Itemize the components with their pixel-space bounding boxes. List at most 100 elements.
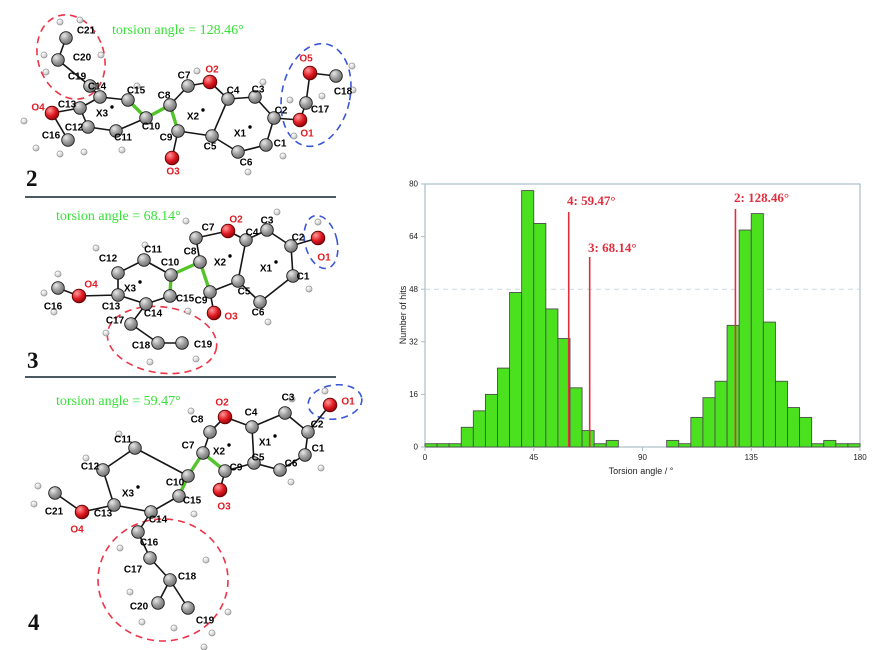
atom-label: C20 <box>73 53 92 64</box>
histogram-bar <box>738 229 752 448</box>
ring-centroid-dot <box>228 254 232 258</box>
histogram-bar <box>545 308 559 448</box>
hydrogen-atom <box>279 152 287 160</box>
atom-label: C3 <box>261 216 274 227</box>
carbon-atom <box>131 525 145 539</box>
atom-label: C3 <box>282 393 295 404</box>
ring-centroid-label: X1 <box>260 264 273 275</box>
ring-centroid-label: X3 <box>124 284 137 295</box>
carbon-atom <box>93 90 107 104</box>
histogram-bar <box>460 426 474 448</box>
atom-label: C8 <box>158 91 171 102</box>
atom-label: C3 <box>252 85 265 96</box>
hydrogen-atom <box>290 132 298 140</box>
y-tick-label: 64 <box>409 232 418 241</box>
histogram-bar <box>678 443 692 448</box>
atom-label: C19 <box>68 72 87 83</box>
histogram-bar <box>702 397 716 448</box>
ring-centroid-dot <box>273 434 277 438</box>
ring-centroid-label: X2 <box>213 447 226 458</box>
atom-label: C13 <box>58 100 77 111</box>
hydrogen-atom <box>40 51 48 59</box>
atom-label: O1 <box>300 129 314 140</box>
atom-label: O1 <box>317 253 331 264</box>
atom-label: C11 <box>114 133 132 144</box>
hydrogen-atom <box>288 395 296 403</box>
oxygen-atom <box>220 223 236 239</box>
atom-label: O5 <box>299 54 313 65</box>
atom-label: C10 <box>142 122 161 133</box>
bond <box>259 275 294 303</box>
atom-label: C9 <box>195 296 208 307</box>
torsion-angle-label-3: torsion angle = 68.14° <box>56 209 181 224</box>
carbon-atom <box>181 469 195 483</box>
atom-label: C15 <box>183 496 202 507</box>
oxygen-atom <box>292 112 308 128</box>
atom-label: C14 <box>144 309 163 320</box>
histogram-bar <box>774 380 788 448</box>
y-tick-label: 16 <box>409 390 418 399</box>
atom-label: O2 <box>215 398 229 409</box>
histogram-bar <box>605 439 619 448</box>
carbon-atom <box>61 133 75 147</box>
atom-label: C11 <box>114 435 132 446</box>
hydrogen-atom <box>126 588 134 596</box>
atom-label: C17 <box>106 316 125 327</box>
atom-label: C12 <box>81 462 100 473</box>
atom-label: C1 <box>312 444 325 455</box>
carbon-atom <box>196 446 210 460</box>
oxygen-atom <box>206 305 222 321</box>
carbon-atom <box>286 269 300 283</box>
carbon-atom <box>299 96 313 110</box>
atom-label: C7 <box>178 71 191 82</box>
ring-centroid-dot <box>248 125 252 129</box>
torsion-angle-label-2: torsion angle = 128.46° <box>112 23 244 38</box>
hydrogen-atom <box>184 307 192 315</box>
hydrogen-atom <box>259 78 267 86</box>
atom-label: O3 <box>217 502 231 513</box>
carbon-atom <box>259 138 273 152</box>
hydrogen-atom <box>193 67 201 75</box>
carbon-atom <box>163 573 177 587</box>
histogram-bar <box>472 410 486 448</box>
carbon-atom <box>221 92 235 106</box>
atom-label: C16 <box>140 538 159 549</box>
atom-label: C18 <box>132 341 151 352</box>
carbon-atom <box>144 505 158 519</box>
hydrogen-atom <box>54 270 62 278</box>
histogram-bar <box>811 443 825 448</box>
atom-label: C10 <box>166 478 185 489</box>
blue-dashed-ellipse <box>303 214 339 270</box>
oxygen-atom <box>302 65 318 81</box>
ring-centroid-label: X2 <box>214 258 227 269</box>
carbon-atom <box>245 420 259 434</box>
carbon-atom <box>260 223 274 237</box>
hydrogen-atom <box>20 117 28 125</box>
blue-dashed-ellipse <box>307 383 363 421</box>
hydrogen-atom <box>305 285 313 293</box>
hydrogen-atom <box>314 218 322 226</box>
carbon-atom <box>253 295 267 309</box>
carbon-atom <box>96 463 110 477</box>
x-tick-label: 135 <box>745 453 759 462</box>
carbon-atom <box>298 448 312 462</box>
hydrogen-atom <box>82 454 90 462</box>
carbon-atom <box>231 274 245 288</box>
hydrogen-atom <box>146 358 154 366</box>
atom-label: C17 <box>311 105 330 116</box>
atom-label: C15 <box>127 86 146 97</box>
histogram-bar <box>533 222 547 448</box>
atom-label: C16 <box>42 131 61 142</box>
atom-label: C1 <box>297 272 310 283</box>
ring-centroid-label: X3 <box>96 109 109 120</box>
atom-label: C13 <box>94 509 113 520</box>
ring-centroid-dot <box>274 260 278 264</box>
ring-centroid-label: X1 <box>259 438 272 449</box>
atom-label: C2 <box>292 233 305 244</box>
carbon-atom <box>284 239 298 253</box>
blue-dashed-ellipse <box>280 42 352 148</box>
carbon-atom <box>267 111 281 125</box>
